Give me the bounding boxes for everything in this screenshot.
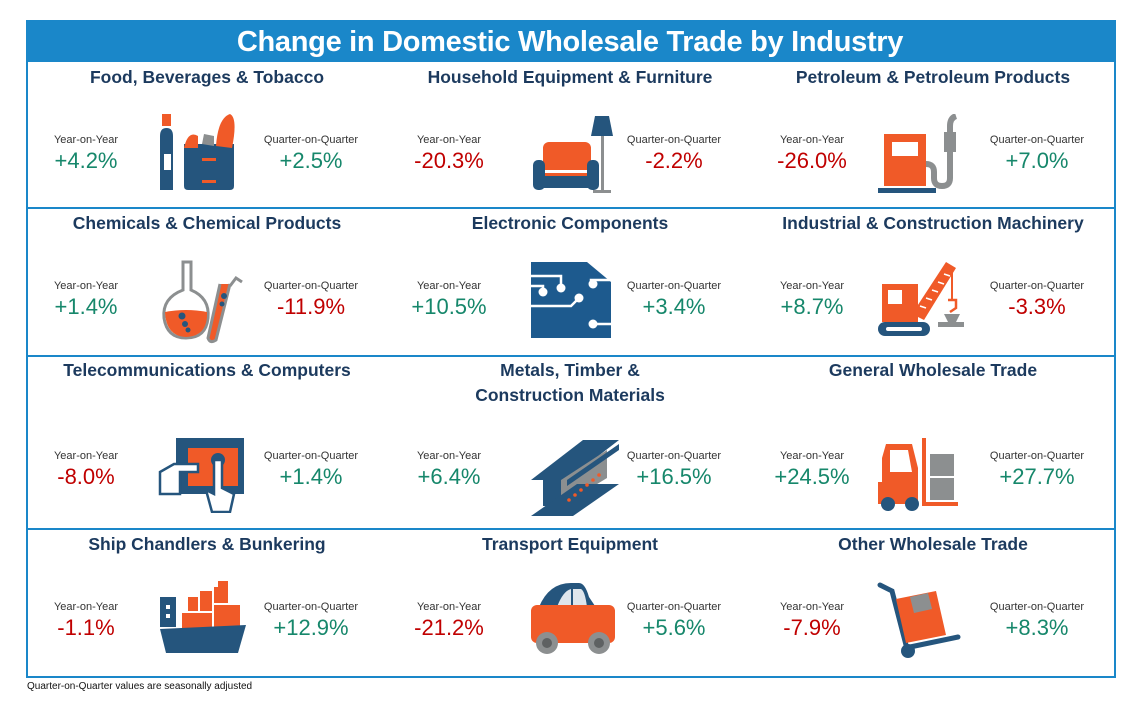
row-divider [26,355,1114,357]
qoq-label: Quarter-on-Quarter [626,280,722,292]
crane-icon [876,260,971,345]
qoq-value: +3.4% [642,294,706,319]
yoy-value: -1.1% [57,615,115,640]
car-icon [529,581,619,666]
qoq-label: Quarter-on-Quarter [626,134,722,146]
qoq-label: Quarter-on-Quarter [989,280,1085,292]
yoy-value: -8.0% [57,464,115,489]
industry-name: Transport Equipment [482,534,658,554]
qoq-value: +7.0% [1005,148,1069,173]
industry-name: Electronic Components [471,213,669,233]
row-divider [26,207,1114,209]
qoq-value: +12.9% [273,615,349,640]
industry-card: Transport Equipment Year-on-Year -21.2% Qua… [389,529,751,677]
qoq-label: Quarter-on-Quarter [626,450,722,462]
circuit-chip-icon [529,260,614,345]
qoq-label: Quarter-on-Quarter [263,450,359,462]
fuel-pump-icon [876,113,966,201]
industry-card: Food, Beverages & Tobacco Year-on-Year +4.… [26,62,388,208]
yoy-value: +6.4% [417,464,481,489]
yoy-value: +24.5% [774,464,850,489]
qoq-label: Quarter-on-Quarter [263,134,359,146]
industry-name: Metals, Timber & Construction Materials [475,360,665,405]
industry-name: Chemicals & Chemical Products [72,213,342,233]
industry-card: Other Wholesale Trade Year-on-Year -7.9% Qu… [752,529,1114,677]
industry-card: Telecommunications & Computers Year-on-Ye… [26,356,388,529]
qoq-value: +27.7% [999,464,1075,489]
yoy-label: Year-on-Year [53,601,118,613]
yoy-label: Year-on-Year [779,134,844,146]
industry-card: Household Equipment & Furniture Year-on-Y… [389,62,751,208]
page-title: Change in Domestic Wholesale Trade by In… [26,20,1114,62]
qoq-value: -3.3% [1008,294,1066,319]
industry-name: Food, Beverages & Tobacco [89,67,325,87]
industry-name: Industrial & Construction Machinery [782,213,1084,233]
yoy-value: +10.5% [411,294,487,319]
qoq-value: +5.6% [642,615,706,640]
yoy-value: -20.3% [414,148,484,173]
qoq-label: Quarter-on-Quarter [989,450,1085,462]
cargo-ship-icon [158,581,253,661]
grocery-bag-icon [158,114,248,199]
qoq-value: -11.9% [276,294,346,319]
qoq-label: Quarter-on-Quarter [989,601,1085,613]
steel-beam-icon [529,438,624,528]
yoy-label: Year-on-Year [53,134,118,146]
row-divider [26,528,1114,530]
industry-name: Household Equipment & Furniture [427,67,713,87]
qoq-label: Quarter-on-Quarter [263,601,359,613]
yoy-value: +4.2% [54,148,118,173]
tablet-touch-icon [158,438,253,518]
qoq-value: +16.5% [636,464,712,489]
industry-card: Petroleum & Petroleum Products Year-on-Ye… [752,62,1114,208]
yoy-label: Year-on-Year [53,280,118,292]
infographic-frame [26,20,1116,678]
yoy-value: -7.9% [783,615,841,640]
qoq-value: +2.5% [279,148,343,173]
industry-card: Chemicals & Chemical Products Year-on-Yea… [26,208,388,356]
industry-card: Metals, Timber & Construction Materials Y… [389,356,751,529]
yoy-label: Year-on-Year [779,280,844,292]
yoy-value: +1.4% [54,294,118,319]
industry-name: Telecommunications & Computers [63,360,351,380]
industry-card: General Wholesale Trade Year-on-Year +24.5… [752,356,1114,529]
forklift-icon [876,438,966,518]
industry-card: Electronic Components Year-on-Year +10.5% Q… [389,208,751,356]
yoy-label: Year-on-Year [416,450,481,462]
yoy-label: Year-on-Year [416,280,481,292]
qoq-label: Quarter-on-Quarter [626,601,722,613]
sofa-lamp-icon [529,114,624,199]
industry-name: Other Wholesale Trade [838,534,1028,554]
yoy-label: Year-on-Year [53,450,118,462]
yoy-label: Year-on-Year [779,601,844,613]
yoy-label: Year-on-Year [416,601,481,613]
yoy-value: -26.0% [777,148,847,173]
yoy-label: Year-on-Year [416,134,481,146]
yoy-value: +8.7% [780,294,844,319]
industry-card: Industrial & Construction Machinery Year-… [752,208,1114,356]
yoy-value: -21.2% [414,615,484,640]
industry-name: Petroleum & Petroleum Products [795,67,1071,87]
qoq-label: Quarter-on-Quarter [263,280,359,292]
industry-name: Ship Chandlers & Bunkering [88,534,326,554]
qoq-value: -2.2% [645,148,703,173]
footnote: Quarter-on-Quarter values are seasonally… [27,681,253,692]
industry-name: General Wholesale Trade [828,360,1038,380]
hand-truck-icon [876,581,966,666]
qoq-label: Quarter-on-Quarter [989,134,1085,146]
qoq-value: +1.4% [279,464,343,489]
industry-card: Ship Chandlers & Bunkering Year-on-Year -1… [26,529,388,677]
qoq-value: +8.3% [1005,615,1069,640]
yoy-label: Year-on-Year [779,450,844,462]
flask-test-tube-icon [158,260,248,350]
